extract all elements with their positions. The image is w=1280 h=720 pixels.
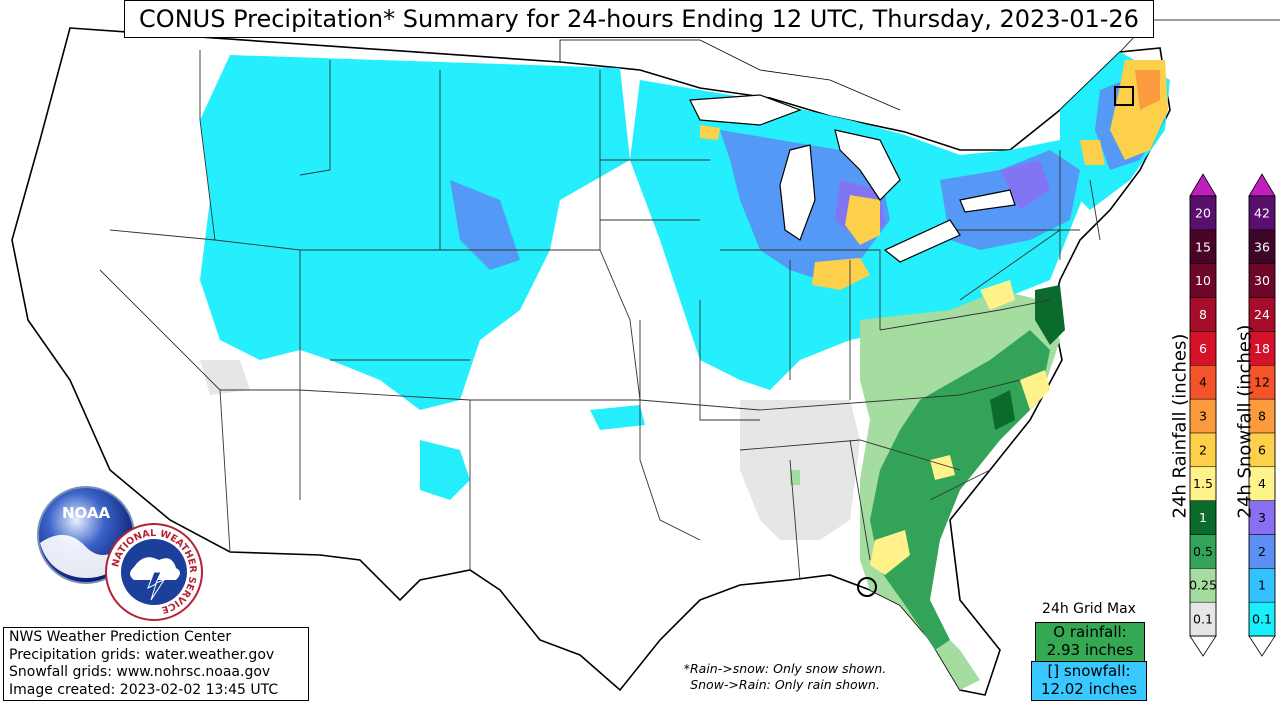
snow-scale-label: 24h Snowfall (inches) [1234,324,1256,519]
rain-scale-tick-label-1: 0.25 [1189,578,1217,593]
rain-scale-swatch-3 [1189,500,1217,535]
rain-scale-tick-label-3: 1 [1199,510,1207,525]
grid-max-rain-value: 2.93 inches [1046,641,1134,659]
info-line-1: NWS Weather Prediction Center [9,629,232,645]
info-line-4: Image created: 2023-02-02 13:45 UTC [9,681,279,698]
snow-scale-tick-label-5: 6 [1258,442,1266,457]
grid-max-snow-value: 12.02 inches [1040,680,1138,698]
snow-scale-swatch-12 [1248,195,1276,231]
grid-max-title: 24h Grid Max [1042,601,1136,617]
snow-scale-tick-label-10: 30 [1254,273,1270,288]
snow-scale-swatch-5 [1248,432,1276,468]
rain-scale-tick-label-11: 15 [1195,239,1211,254]
footnote: *Rain->snow: Only snow shown. Snow->Rain… [660,661,910,693]
info-line-3: Snowfall grids: www.nohrsc.noaa.gov [9,664,271,680]
snow-scale-tick-label-12: 42 [1254,205,1270,220]
rain-scale-tick-label-2: 0.5 [1193,544,1213,559]
snow-scale-tick-label-3: 3 [1258,510,1266,525]
rain-scale-label: 24h Rainfall (inches) [1169,333,1191,519]
snow-scale-swatch-1 [1248,568,1276,603]
rain-scale-swatch-8 [1189,331,1217,366]
nws-logo: NATIONAL WEATHER SERVICE [105,523,203,621]
rain-scale-tick-label-6: 3 [1199,409,1207,424]
rain-scale-tick-label-8: 6 [1199,341,1207,356]
snow-scale-swatch-11 [1248,229,1276,264]
snow-scale-tick-label-9: 24 [1254,307,1270,322]
snow-scale-tick-label-7: 12 [1254,375,1270,390]
great-lakes [689,94,1016,263]
footnote-line-1: *Rain->snow: Only snow shown. [683,661,887,676]
rain-scale-tick-label-5: 2 [1199,442,1207,457]
snow-scale-tick-label-1: 1 [1258,578,1266,593]
snow-max-marker [1114,86,1134,106]
state-borders [99,50,1101,581]
map-title: CONUS Precipitation* Summary for 24-hour… [124,0,1154,38]
snow-scale-tick-label-11: 36 [1254,239,1270,254]
rain-colorbar: 0.1 0.25 0.5 1 1.5 2 3 4 6 8 10 15 20 [1189,173,1217,657]
noaa-logo-text: NOAA [62,504,111,522]
rain-scale-swatch-1 [1189,568,1217,603]
info-box: NWS Weather Prediction Center Precipitat… [3,627,309,701]
snow-scale-tick-label-4: 4 [1258,476,1266,491]
rain-scale-swatch-10 [1189,263,1217,298]
grid-max-rain-box: O rainfall: 2.93 inches [1035,622,1145,662]
snow-scale-tick-label-8: 18 [1254,341,1270,356]
grid-max-snow-label: [] snowfall: [1047,662,1131,680]
snow-scale-swatch-7 [1248,364,1276,400]
snow-scale-tick-label-0: 0.1 [1252,612,1272,627]
snow-scale-swatch-9 [1248,297,1276,332]
grid-max-snow-box: [] snowfall: 12.02 inches [1031,661,1147,701]
rain-scale-tick-label-12: 20 [1195,205,1211,220]
snow-scale-tick-label-6: 8 [1258,409,1266,424]
rain-scale-tick-label-7: 4 [1199,375,1207,390]
rain-scale-tick-label-9: 8 [1199,307,1207,322]
rain-scale-tick-label-10: 10 [1195,273,1211,288]
rain-scale-tick-label-0: 0.1 [1193,612,1213,627]
footnote-line-2: Snow->Rain: Only rain shown. [690,677,880,692]
grid-max-rain-label: O rainfall: [1053,623,1127,641]
rain-scale-tick-label-4: 1.5 [1193,476,1213,491]
info-line-2: Precipitation grids: water.weather.gov [9,646,275,663]
rain-max-marker [857,577,877,597]
snow-scale-tick-label-2: 2 [1258,544,1266,559]
snow-scale-swatch-8 [1248,331,1276,366]
